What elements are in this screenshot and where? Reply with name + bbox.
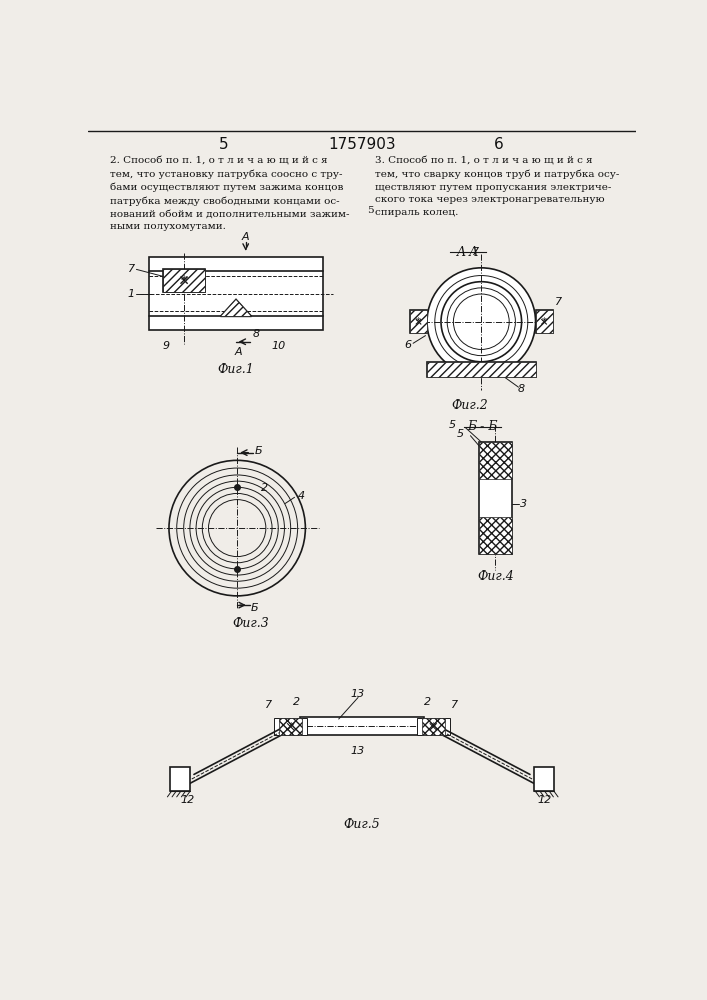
Text: 2. Способ по п. 1, о т л и ч а ю щ и й с я
тем, что установку патрубка соосно с : 2. Способ по п. 1, о т л и ч а ю щ и й с… — [110, 157, 349, 231]
Circle shape — [435, 276, 528, 368]
Bar — [279, 718, 303, 735]
Text: 7: 7 — [128, 264, 135, 274]
Text: 7: 7 — [472, 247, 479, 257]
Bar — [421, 718, 445, 735]
Bar — [410, 310, 427, 333]
Circle shape — [427, 268, 535, 376]
Text: 8: 8 — [518, 384, 525, 394]
Text: *: * — [416, 317, 421, 327]
Text: 12: 12 — [537, 795, 551, 805]
Text: 3. Способ по п. 1, о т л и ч а ю щ и й с я
тем, что сварку концов труб и патрубк: 3. Способ по п. 1, о т л и ч а ю щ и й с… — [375, 157, 619, 217]
Text: Фиг.1: Фиг.1 — [217, 363, 254, 376]
Polygon shape — [221, 299, 252, 316]
Text: 7: 7 — [265, 700, 272, 710]
Text: 5: 5 — [449, 420, 456, 430]
Text: Фиг.2: Фиг.2 — [451, 399, 488, 412]
Bar — [300, 717, 424, 735]
Text: 1757903: 1757903 — [328, 137, 396, 152]
Bar — [274, 718, 307, 735]
Bar — [170, 767, 190, 791]
Bar — [163, 269, 206, 292]
Text: 1: 1 — [128, 289, 135, 299]
Text: 13: 13 — [351, 689, 366, 699]
Bar — [479, 442, 512, 479]
Text: Б: Б — [255, 446, 262, 456]
Text: *: * — [542, 317, 547, 327]
Polygon shape — [221, 299, 252, 316]
Text: 5: 5 — [219, 137, 229, 152]
Bar — [410, 310, 427, 333]
Bar — [535, 310, 553, 333]
Text: 6: 6 — [494, 137, 504, 152]
Text: 7: 7 — [451, 700, 459, 710]
Text: A: A — [234, 347, 242, 357]
Circle shape — [441, 282, 522, 362]
Bar — [149, 257, 323, 330]
Bar — [417, 718, 450, 735]
Text: 4: 4 — [298, 491, 305, 501]
Text: 12: 12 — [180, 795, 194, 805]
Text: 2: 2 — [261, 483, 268, 493]
Text: 5: 5 — [368, 206, 374, 215]
Text: 9: 9 — [163, 341, 170, 351]
Text: 10: 10 — [271, 341, 286, 351]
Bar — [427, 362, 535, 377]
Text: 2: 2 — [293, 697, 300, 707]
Text: *: * — [181, 274, 187, 287]
Bar — [427, 362, 535, 377]
Text: 8: 8 — [253, 329, 260, 339]
Bar — [535, 310, 553, 333]
Text: 13: 13 — [351, 746, 366, 756]
Text: 3: 3 — [520, 499, 527, 509]
Text: Б: Б — [251, 603, 259, 613]
Text: *: * — [288, 722, 293, 732]
Text: Фиг.4: Фиг.4 — [477, 570, 513, 583]
Bar — [163, 269, 206, 292]
Text: A-A: A-A — [457, 246, 479, 259]
Text: 7: 7 — [555, 297, 562, 307]
Text: A: A — [242, 232, 250, 242]
Text: 2: 2 — [423, 697, 431, 707]
Bar — [479, 442, 512, 554]
Text: Б - Б: Б - Б — [467, 420, 497, 433]
Bar — [479, 517, 512, 554]
Text: 6: 6 — [404, 340, 411, 350]
Text: Фиг.3: Фиг.3 — [233, 617, 269, 630]
Text: Фиг.5: Фиг.5 — [344, 818, 380, 831]
Bar — [534, 767, 554, 791]
Text: *: * — [431, 722, 436, 732]
Text: 5: 5 — [457, 429, 464, 439]
